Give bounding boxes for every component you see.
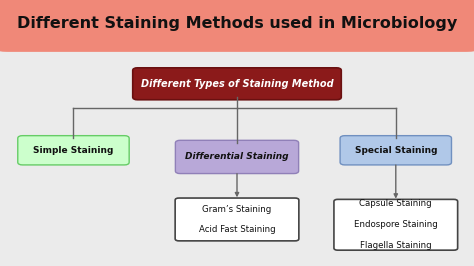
FancyBboxPatch shape — [340, 136, 451, 165]
Text: Gram’s Staining

Acid Fast Staining: Gram’s Staining Acid Fast Staining — [199, 205, 275, 234]
FancyBboxPatch shape — [334, 200, 457, 250]
Text: Capsule Staining

Endospore Staining

Flagella Staining: Capsule Staining Endospore Staining Flag… — [354, 200, 438, 250]
FancyBboxPatch shape — [133, 68, 341, 100]
FancyBboxPatch shape — [175, 140, 299, 174]
FancyBboxPatch shape — [18, 136, 129, 165]
Text: Different Staining Methods used in Microbiology: Different Staining Methods used in Micro… — [17, 16, 457, 31]
Text: Different Types of Staining Method: Different Types of Staining Method — [141, 79, 333, 89]
Text: Simple Staining: Simple Staining — [33, 146, 114, 155]
FancyBboxPatch shape — [175, 198, 299, 241]
FancyBboxPatch shape — [0, 0, 474, 52]
Text: Differential Staining: Differential Staining — [185, 152, 289, 161]
Text: Special Staining: Special Staining — [355, 146, 437, 155]
